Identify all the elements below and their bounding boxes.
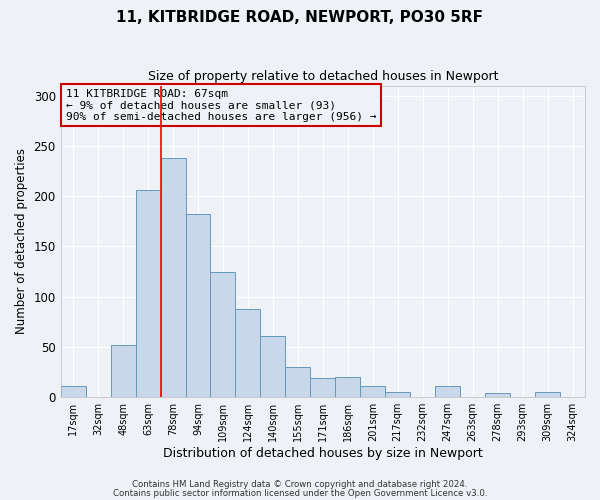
Text: 11 KITBRIDGE ROAD: 67sqm
← 9% of detached houses are smaller (93)
90% of semi-de: 11 KITBRIDGE ROAD: 67sqm ← 9% of detache…: [66, 88, 376, 122]
Bar: [535, 392, 560, 397]
Text: Contains HM Land Registry data © Crown copyright and database right 2024.: Contains HM Land Registry data © Crown c…: [132, 480, 468, 489]
Bar: [385, 392, 410, 397]
X-axis label: Distribution of detached houses by size in Newport: Distribution of detached houses by size …: [163, 447, 483, 460]
Bar: [286, 367, 310, 397]
Y-axis label: Number of detached properties: Number of detached properties: [15, 148, 28, 334]
Bar: [360, 386, 385, 397]
Bar: [235, 308, 260, 397]
Bar: [136, 190, 161, 397]
Text: Contains public sector information licensed under the Open Government Licence v3: Contains public sector information licen…: [113, 488, 487, 498]
Bar: [335, 377, 360, 397]
Bar: [61, 386, 86, 397]
Bar: [211, 272, 235, 397]
Bar: [310, 378, 335, 397]
Bar: [260, 336, 286, 397]
Title: Size of property relative to detached houses in Newport: Size of property relative to detached ho…: [148, 70, 498, 83]
Bar: [110, 345, 136, 397]
Bar: [485, 393, 510, 397]
Bar: [435, 386, 460, 397]
Text: 11, KITBRIDGE ROAD, NEWPORT, PO30 5RF: 11, KITBRIDGE ROAD, NEWPORT, PO30 5RF: [116, 10, 484, 25]
Bar: [161, 158, 185, 397]
Bar: [185, 214, 211, 397]
